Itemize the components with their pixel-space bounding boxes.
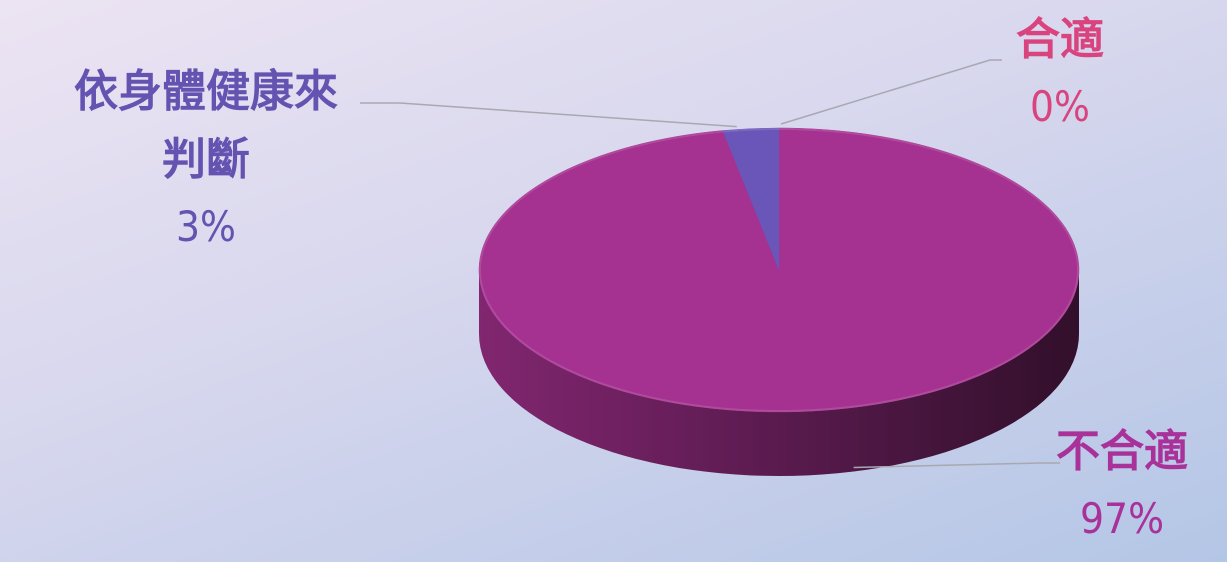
- leader-line-unsuitable: [853, 462, 1060, 469]
- label-depends-name-line1: 依身體健康來: [74, 66, 338, 117]
- label-unsuitable: 不合適 97%: [1012, 418, 1227, 551]
- label-suitable-name: 合適: [1016, 14, 1104, 65]
- leader-line-suitable: [780, 59, 1002, 125]
- leader-line-depends: [360, 102, 737, 128]
- label-unsuitable-name: 不合適: [1056, 426, 1188, 477]
- label-depends-on-health: 依身體健康來 判斷 3%: [6, 58, 406, 259]
- pie-side-wall: [479, 270, 1079, 476]
- label-depends-name-line2: 判斷: [162, 134, 250, 186]
- label-suitable: 合適 0%: [980, 6, 1140, 139]
- label-unsuitable-percent: 97%: [1080, 494, 1164, 544]
- label-suitable-percent: 0%: [1030, 82, 1090, 132]
- pie-slice-2: [722, 127, 780, 271]
- label-depends-percent: 3%: [176, 202, 236, 252]
- pie-top-rim: [479, 128, 1079, 412]
